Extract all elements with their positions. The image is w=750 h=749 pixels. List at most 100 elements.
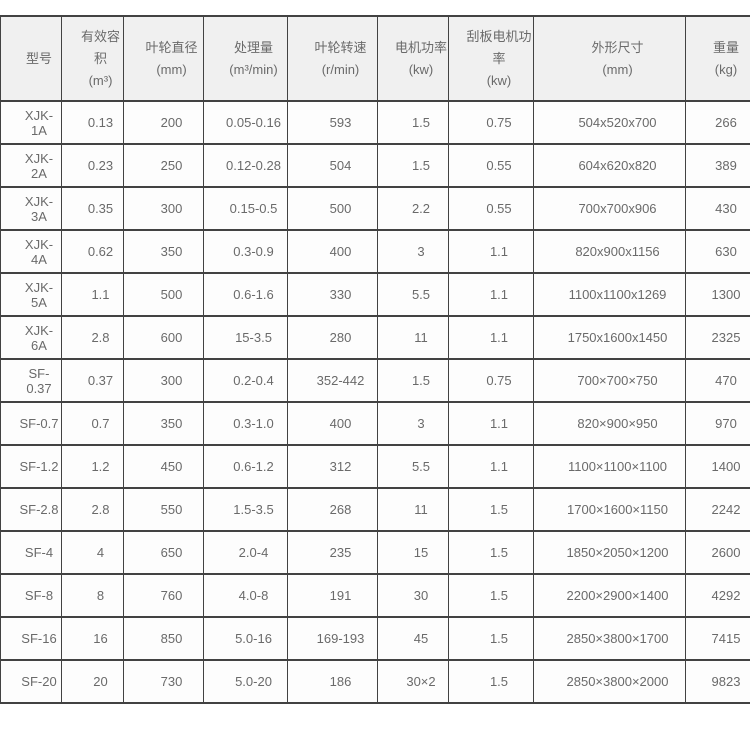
value-cell: 1.5 — [448, 530, 534, 575]
value-cell: 5.5 — [377, 272, 449, 317]
value-cell: 593 — [287, 100, 378, 145]
value-cell: 300 — [123, 358, 204, 403]
value-cell: 16 — [61, 616, 124, 661]
value-cell: 400 — [287, 229, 378, 274]
value-cell: 191 — [287, 573, 378, 618]
value-cell: 600 — [123, 315, 204, 360]
value-cell: 2600 — [685, 530, 750, 575]
model-cell: XJK-6A — [0, 315, 62, 360]
value-cell: 2.8 — [61, 487, 124, 532]
model-cell: SF-0.37 — [0, 358, 62, 403]
table-row: SF-20 20 730 5.0-20 186 30×2 1.5 2850×3800×2000… — [0, 659, 750, 704]
column-header-6: 电机功率 (kw) — [377, 15, 449, 102]
value-cell: 5.0-20 — [203, 659, 288, 704]
value-cell: 4.0-8 — [203, 573, 288, 618]
value-cell: 0.15-0.5 — [203, 186, 288, 231]
model-cell: SF-0.7 — [0, 401, 62, 446]
value-cell: 1.5 — [448, 487, 534, 532]
value-cell: 1.5 — [448, 659, 534, 704]
value-cell: 0.23 — [61, 143, 124, 188]
table-row: XJK-3A 0.35 300 0.15-0.5 500 2.2 0.55 700x700x9… — [0, 186, 750, 231]
table-row: SF-2.8 2.8 550 1.5-3.5 268 11 1.5 1700×1600×115… — [0, 487, 750, 532]
value-cell: 1100×1100×1100 — [533, 444, 686, 489]
value-cell: 500 — [287, 186, 378, 231]
column-header-1: 型号 — [0, 15, 62, 102]
value-cell: 0.55 — [448, 143, 534, 188]
value-cell: 2.0-4 — [203, 530, 288, 575]
header-row: 型号 有效容积 (m³) 叶轮直径 (mm) 处理量 (m³/min) 叶轮转速 (r/min)… — [0, 15, 750, 102]
value-cell: 350 — [123, 229, 204, 274]
value-cell: 1100x1100x1269 — [533, 272, 686, 317]
table-row: XJK-1A 0.13 200 0.05-0.16 593 1.5 0.75 504x520x… — [0, 100, 750, 145]
column-unit: (mm) — [156, 61, 187, 77]
column-header-2: 有效容积 (m³) — [61, 15, 124, 102]
value-cell: 45 — [377, 616, 449, 661]
value-cell: 2.2 — [377, 186, 449, 231]
value-cell: 280 — [287, 315, 378, 360]
value-cell: 0.12-0.28 — [203, 143, 288, 188]
model-cell: SF-20 — [0, 659, 62, 704]
value-cell: 1.1 — [448, 315, 534, 360]
value-cell: 15-3.5 — [203, 315, 288, 360]
value-cell: 186 — [287, 659, 378, 704]
table-row: XJK-6A 2.8 600 15-3.5 280 11 1.1 1750x1600x1450… — [0, 315, 750, 360]
value-cell: 312 — [287, 444, 378, 489]
value-cell: 0.6-1.6 — [203, 272, 288, 317]
value-cell: 1400 — [685, 444, 750, 489]
model-cell: SF-4 — [0, 530, 62, 575]
value-cell: 604x620x820 — [533, 143, 686, 188]
table-row: SF-4 4 650 2.0-4 235 15 1.5 1850×2050×1200 2600 — [0, 530, 750, 575]
value-cell: 1.1 — [448, 272, 534, 317]
value-cell: 430 — [685, 186, 750, 231]
column-label: 叶轮转速 — [314, 39, 367, 55]
column-header-4: 处理量 (m³/min) — [203, 15, 288, 102]
value-cell: 0.6-1.2 — [203, 444, 288, 489]
value-cell: 500 — [123, 272, 204, 317]
table-row: SF-8 8 760 4.0-8 191 30 1.5 2200×2900×1400 4292 — [0, 573, 750, 618]
column-label: 叶轮直径 — [145, 39, 198, 55]
value-cell: 700x700x906 — [533, 186, 686, 231]
value-cell: 1.5 — [377, 358, 449, 403]
value-cell: 11 — [377, 487, 449, 532]
model-cell: XJK-2A — [0, 143, 62, 188]
value-cell: 970 — [685, 401, 750, 446]
value-cell: 0.37 — [61, 358, 124, 403]
table-row: SF-1.2 1.2 450 0.6-1.2 312 5.5 1.1 1100×1100×11… — [0, 444, 750, 489]
value-cell: 1.2 — [61, 444, 124, 489]
column-label: 型号 — [25, 50, 52, 66]
value-cell: 268 — [287, 487, 378, 532]
table-row: XJK-2A 0.23 250 0.12-0.28 504 1.5 0.55 604x620x… — [0, 143, 750, 188]
value-cell: 1.1 — [61, 272, 124, 317]
value-cell: 1750x1600x1450 — [533, 315, 686, 360]
value-cell: 470 — [685, 358, 750, 403]
column-header-3: 叶轮直径 (mm) — [123, 15, 204, 102]
value-cell: 169-193 — [287, 616, 378, 661]
column-label: 外形尺寸 — [591, 39, 644, 55]
value-cell: 1.5 — [448, 616, 534, 661]
value-cell: 820×900×950 — [533, 401, 686, 446]
value-cell: 2200×2900×1400 — [533, 573, 686, 618]
value-cell: 3 — [377, 229, 449, 274]
column-unit: (m³) — [88, 72, 113, 88]
value-cell: 7415 — [685, 616, 750, 661]
column-header-8: 外形尺寸 (mm) — [533, 15, 686, 102]
column-label: 重量 — [712, 39, 739, 55]
column-header-5: 叶轮转速 (r/min) — [287, 15, 378, 102]
model-cell: XJK-1A — [0, 100, 62, 145]
column-unit: (r/min) — [321, 61, 360, 77]
column-label: 刮板电机功率 — [466, 28, 532, 66]
column-unit: (mm) — [602, 61, 633, 77]
column-label: 有效容积 — [80, 28, 120, 66]
table-row: XJK-4A 0.62 350 0.3-0.9 400 3 1.1 820x900x1156 6… — [0, 229, 750, 274]
table-body: XJK-1A 0.13 200 0.05-0.16 593 1.5 0.75 504x520x… — [0, 100, 750, 704]
model-cell: XJK-4A — [0, 229, 62, 274]
value-cell: 20 — [61, 659, 124, 704]
value-cell: 389 — [685, 143, 750, 188]
model-cell: SF-8 — [0, 573, 62, 618]
model-cell: SF-1.2 — [0, 444, 62, 489]
model-cell: XJK-3A — [0, 186, 62, 231]
value-cell: 235 — [287, 530, 378, 575]
value-cell: 630 — [685, 229, 750, 274]
value-cell: 0.7 — [61, 401, 124, 446]
